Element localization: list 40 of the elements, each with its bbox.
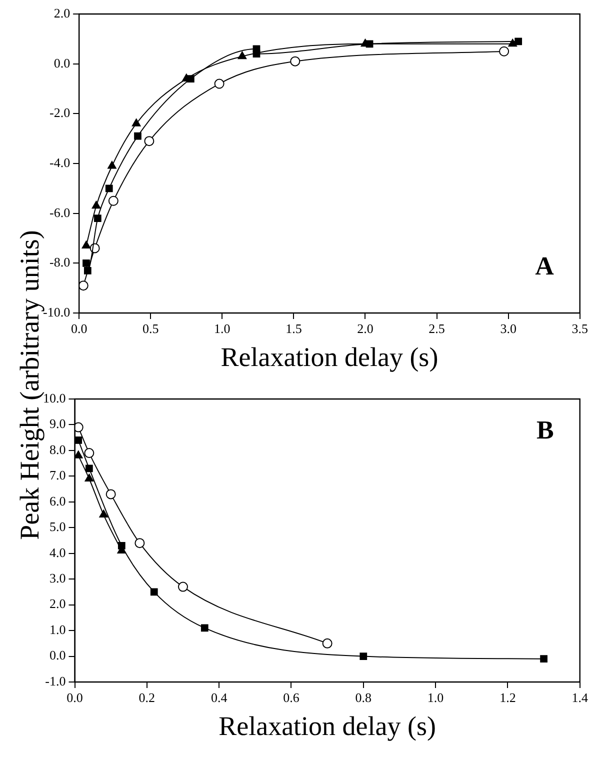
- x-tick-label: 3.0: [500, 321, 516, 336]
- x-axis-title: Relaxation delay (s): [220, 342, 438, 372]
- y-tick-label: -4.0: [49, 154, 70, 170]
- x-tick-label: 2.0: [357, 321, 374, 336]
- annotation: A: [535, 252, 554, 281]
- y-axis-title: Peak Height (arbitrary units): [14, 230, 44, 540]
- x-tick-label: 1.4: [572, 690, 588, 706]
- x-tick-label: 1.5: [286, 321, 302, 336]
- y-tick-label: -8.0: [49, 254, 70, 270]
- y-tick-label: -6.0: [49, 204, 70, 220]
- y-tick-label: 10.0: [43, 390, 66, 406]
- y-tick-label: -10.0: [42, 304, 70, 320]
- x-tick-label: 1.2: [500, 690, 516, 706]
- y-tick-label: 9.0: [50, 416, 66, 432]
- y-tick-label: 2.0: [54, 5, 70, 20]
- y-tick-label: 5.0: [50, 519, 66, 534]
- x-tick-label: 0.4: [210, 690, 228, 706]
- y-tick-label: 0.0: [50, 648, 66, 663]
- y-tick-label: 8.0: [50, 442, 66, 457]
- y-tick-label: 3.0: [50, 570, 66, 586]
- x-tick-label: 0.8: [355, 690, 372, 706]
- x-tick-label: 0.0: [70, 321, 88, 336]
- y-tick-label: 0.0: [54, 55, 70, 70]
- y-tick-label: 1.0: [50, 622, 66, 637]
- x-tick-label: 0.6: [283, 690, 300, 706]
- x-tick-label: 3.5: [572, 321, 588, 336]
- x-tick-label: 0.2: [138, 690, 156, 706]
- x-tick-label: 1.0: [427, 690, 444, 706]
- y-tick-label: 6.0: [50, 493, 66, 508]
- x-tick-label: 0.5: [142, 321, 159, 336]
- y-tick-label: -2.0: [49, 105, 70, 120]
- x-tick-label: 2.5: [428, 321, 445, 336]
- y-tick-label: 2.0: [50, 596, 66, 612]
- annotation: B: [536, 416, 554, 445]
- x-tick-label: 0.0: [66, 690, 83, 706]
- y-tick-label: 7.0: [50, 468, 66, 483]
- x-tick-label: 1.0: [214, 321, 230, 336]
- y-tick-label: 4.0: [50, 544, 66, 560]
- y-tick-label: -1.0: [45, 673, 66, 688]
- x-axis-title: Relaxation delay (s): [218, 710, 436, 741]
